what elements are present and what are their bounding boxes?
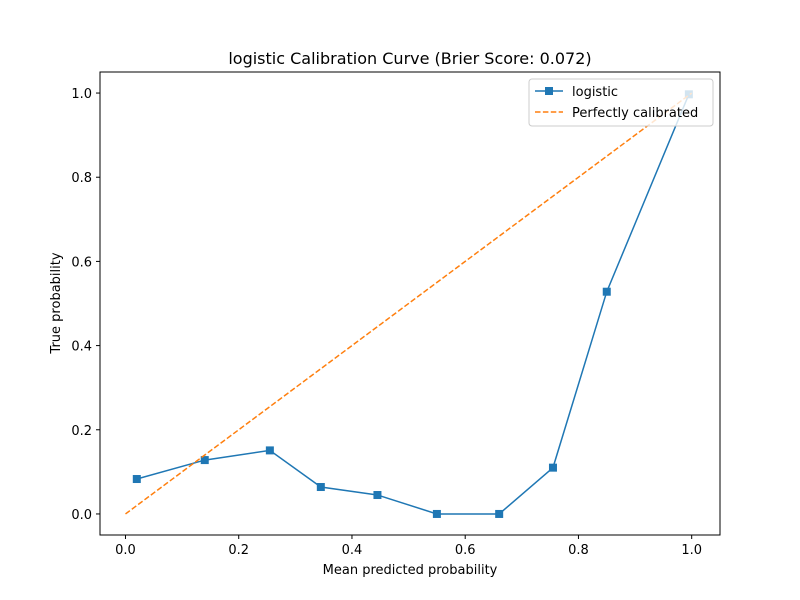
legend-label-1: Perfectly calibrated [572, 106, 698, 121]
y-tick-label-3: 0.6 [71, 255, 92, 270]
data-point-0-1 [200, 456, 209, 465]
data-point-0-4 [373, 491, 382, 500]
legend-marker-0 [545, 87, 553, 95]
chart-title: logistic Calibration Curve (Brier Score:… [228, 49, 591, 68]
legend-box [528, 78, 714, 127]
x-tick-label-3: 0.6 [455, 543, 476, 558]
y-tick-label-2: 0.4 [71, 340, 92, 355]
legend-label-0: logistic [572, 85, 618, 100]
x-tick-label-0: 0.0 [115, 543, 136, 558]
y-tick-label-1: 0.2 [71, 424, 92, 439]
data-point-0-0 [132, 475, 141, 484]
data-point-0-8 [602, 287, 611, 296]
plot-area: 0.0 0.2 0.4 0.6 0.8 1.0 0.0 0.2 0.4 0.6 0.8 1.0 [71, 71, 721, 558]
y-tick-label-4: 0.8 [71, 171, 92, 186]
y-axis-title: True probability [49, 252, 64, 354]
y-tick-label-0: 0.0 [71, 508, 92, 523]
data-point-0-7 [548, 463, 557, 472]
series-line-1 [125, 92, 693, 515]
legend: logistic Perfectly calibrated [528, 78, 714, 127]
x-axis-title: Mean predicted probability [323, 563, 498, 578]
data-point-0-3 [316, 483, 325, 492]
axes-frame [99, 71, 721, 536]
data-point-0-6 [495, 509, 504, 518]
x-tick-label-5: 1.0 [681, 543, 702, 558]
x-tick-label-4: 0.8 [568, 543, 589, 558]
data-point-0-5 [432, 509, 441, 518]
x-tick-label-1: 0.2 [228, 543, 249, 558]
y-tick-label-5: 1.0 [71, 87, 92, 102]
data-point-0-2 [265, 446, 274, 455]
series-line-0 [136, 94, 690, 515]
x-tick-label-2: 0.4 [342, 543, 363, 558]
